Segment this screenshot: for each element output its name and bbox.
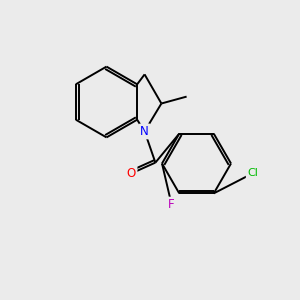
Text: F: F xyxy=(168,198,175,211)
Text: Cl: Cl xyxy=(247,168,258,178)
Text: N: N xyxy=(140,125,149,138)
Text: O: O xyxy=(127,167,136,180)
